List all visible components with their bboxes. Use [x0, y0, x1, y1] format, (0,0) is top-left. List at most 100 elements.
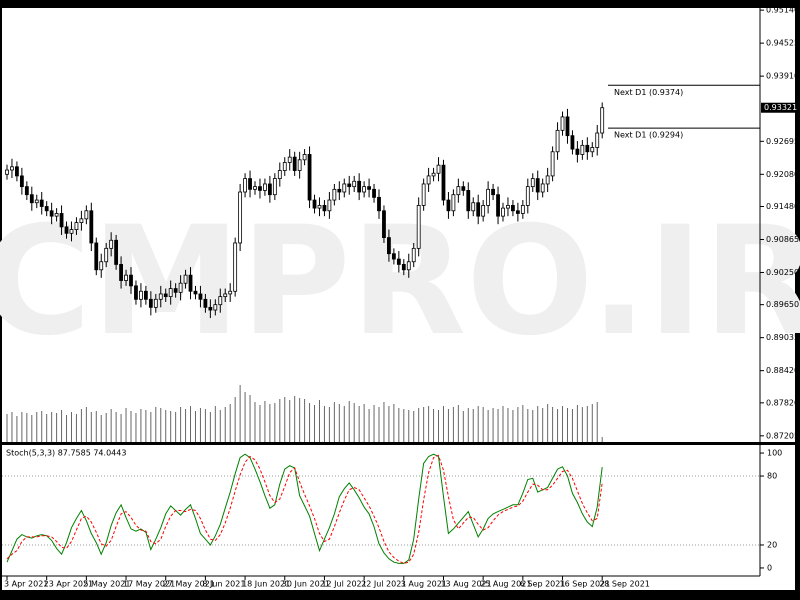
candle-body [540, 183, 545, 193]
candle-body [64, 226, 69, 234]
y-tick-label: 20 [767, 540, 777, 549]
y-tick-label: 0.92080 [766, 170, 799, 179]
candle-body [104, 247, 109, 263]
x-tick-label: 17 May 2021 [123, 580, 175, 589]
candle-body [342, 183, 347, 193]
stoch-line [6, 453, 603, 564]
candle-body [203, 298, 208, 308]
candle-body [79, 218, 84, 223]
y-tick-label: 0.90250 [766, 268, 799, 277]
y-tick-label: 0.95140 [766, 6, 799, 15]
candle-body [471, 202, 476, 212]
candle-body [193, 290, 198, 295]
stoch-line [6, 454, 603, 564]
candle-body [114, 239, 119, 265]
candle-body [357, 180, 362, 193]
candle-body [535, 178, 540, 193]
candle-body [575, 148, 580, 155]
candle-body [555, 129, 560, 153]
candle-body [19, 175, 24, 188]
candle-body [446, 199, 451, 212]
candle-body [565, 116, 570, 137]
candle-body [228, 290, 233, 295]
candle-body [163, 293, 168, 298]
candle-body [253, 186, 257, 190]
candle-body [74, 222, 79, 230]
candle-body [218, 296, 223, 306]
candle-body [481, 205, 486, 217]
x-tick-label: 27 May 2021 [163, 580, 215, 589]
candle-body [49, 210, 54, 217]
candle-body [213, 304, 218, 311]
candle-body [387, 237, 391, 255]
y-tick-label: 0.89650 [766, 300, 799, 309]
candle-body [372, 188, 376, 198]
candle-body [148, 298, 153, 308]
x-tick-label: 13 Aug 2021 [440, 580, 491, 589]
candle-body [550, 151, 555, 177]
stoch-panel [2, 445, 795, 590]
candle-body [347, 183, 352, 188]
candle-body [456, 186, 461, 196]
candle-body [292, 156, 297, 171]
candle-body [89, 210, 94, 244]
candle-body [406, 261, 411, 271]
candle-body [585, 144, 590, 153]
y-tick-label: 0 [767, 563, 772, 572]
candle-body [272, 178, 277, 196]
candle-body [233, 242, 238, 292]
candle-body [525, 186, 530, 206]
candle-body [119, 264, 123, 281]
candle-body [287, 156, 292, 163]
candle-body [426, 175, 431, 185]
candle-body [44, 206, 49, 212]
x-tick-label: 30 Jun 2021 [282, 580, 330, 589]
candle-body [69, 229, 74, 234]
candle-body [570, 135, 575, 150]
candle-body [411, 247, 416, 263]
candle-body [396, 258, 401, 265]
y-tick-label: 0.88420 [766, 366, 799, 375]
candle-body [451, 194, 456, 212]
candle-body [580, 144, 585, 155]
x-tick-label: 16 Sep 2021 [560, 580, 611, 589]
y-tick-label: 0.90865 [766, 235, 799, 244]
candle-body [59, 213, 64, 228]
candle-body [139, 290, 143, 300]
candle-body [168, 288, 173, 298]
candle-body [461, 186, 466, 191]
candle-body [352, 180, 357, 188]
x-tick-label: 12 Jul 2021 [321, 580, 366, 589]
y-tick-label: 0.92695 [766, 137, 799, 146]
candle-body [491, 188, 495, 196]
x-tick-label: 28 Sep 2021 [599, 580, 650, 589]
candle-body [332, 188, 337, 201]
candle-body [243, 178, 247, 193]
candle-body [421, 183, 426, 206]
candle-body [511, 205, 515, 212]
candle-body [5, 169, 9, 175]
x-tick-label: 8 Jun 2021 [202, 580, 245, 589]
candle-body [109, 239, 114, 249]
level-label: Next D1 (0.9294) [614, 131, 683, 140]
current-price-label: 0.93321 [764, 103, 797, 112]
watermark: CMPRO.IR [0, 195, 800, 369]
x-tick-label: 18 Jun 2021 [242, 580, 290, 589]
candle-body [327, 199, 332, 212]
y-tick-label: 0.87820 [766, 398, 799, 407]
current-price-box [761, 102, 795, 113]
x-tick-label: 3 Aug 2021 [401, 580, 447, 589]
candle-body [178, 282, 183, 293]
candle-body [10, 166, 14, 171]
candle-body [34, 199, 39, 204]
y-tick-label: 0.89035 [766, 333, 799, 342]
candle-body [496, 194, 500, 217]
x-tick-label: 23 Apr 2021 [44, 580, 93, 589]
candle-body [248, 178, 252, 190]
candle-body [362, 186, 367, 193]
candle-body [158, 293, 163, 300]
candle-body [382, 210, 386, 239]
candle-body [24, 186, 29, 196]
